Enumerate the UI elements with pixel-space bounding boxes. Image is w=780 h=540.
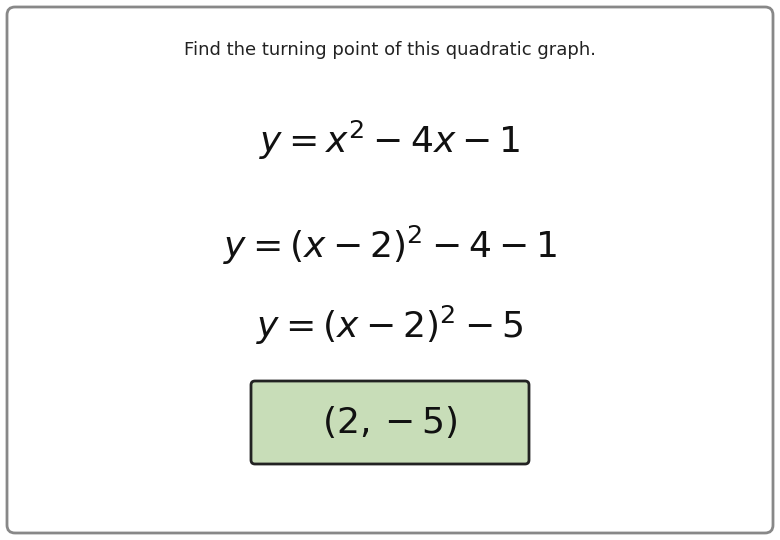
Text: $(2, -5)$: $(2, -5)$ bbox=[322, 404, 458, 440]
Text: $y = (x - 2)^2 - 5$: $y = (x - 2)^2 - 5$ bbox=[257, 303, 523, 347]
Text: $y = x^2 - 4x - 1$: $y = x^2 - 4x - 1$ bbox=[259, 118, 521, 161]
Text: $y = (x - 2)^2 - 4 - 1$: $y = (x - 2)^2 - 4 - 1$ bbox=[223, 224, 557, 267]
FancyBboxPatch shape bbox=[7, 7, 773, 533]
Text: Find the turning point of this quadratic graph.: Find the turning point of this quadratic… bbox=[184, 41, 596, 59]
FancyBboxPatch shape bbox=[251, 381, 529, 464]
